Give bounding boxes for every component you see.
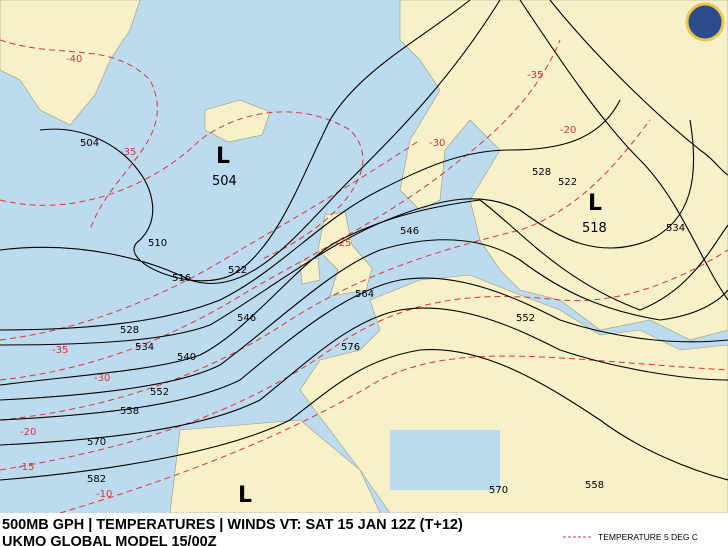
temperature-label: -15 [18, 462, 34, 473]
contour-label: 534 [135, 342, 154, 353]
low-value: 504 [212, 174, 237, 189]
contour-label: 552 [516, 313, 535, 324]
temperature-label: -20 [560, 125, 576, 136]
temperature-label: -35 [52, 345, 68, 356]
temperature-label: -30 [429, 138, 445, 149]
contour-label: 570 [87, 437, 106, 448]
contour-label: 558 [120, 406, 139, 417]
temperature-labels: -40 -35 -35 -30 -20 -15 -10 -35 -30 -20 … [18, 54, 576, 500]
map-subtitle: UKMO GLOBAL MODEL 15/00Z [2, 534, 217, 546]
contour-label: 510 [148, 238, 167, 249]
contour-label: 516 [172, 273, 191, 284]
contour-label: 546 [237, 313, 256, 324]
temperature-label: -40 [66, 54, 82, 65]
legend-label: TEMPERATURE 5 DEG C [598, 532, 698, 542]
contour-label: 504 [80, 138, 99, 149]
temperature-label: -10 [96, 489, 112, 500]
temperature-label: -35 [120, 147, 136, 158]
logo [685, 2, 725, 42]
contour-label: 546 [400, 226, 419, 237]
map-title: 500MB GPH | TEMPERATURES | WINDS VT: SAT… [2, 517, 463, 533]
contour-label: 528 [120, 325, 139, 336]
footer [0, 513, 728, 546]
lows: L 504 L 518 L [212, 144, 607, 508]
contour-label: 552 [150, 387, 169, 398]
low-label: L [216, 144, 230, 169]
temperature-label: -35 [527, 70, 543, 81]
contour-label: 570 [489, 485, 508, 496]
contour-label: 564 [355, 289, 374, 300]
contour-label: 540 [177, 352, 196, 363]
low-label: L [238, 483, 252, 508]
temperature-label: -20 [20, 427, 36, 438]
contour-label: 582 [87, 474, 106, 485]
contour-label: 534 [666, 223, 685, 234]
height-contours [0, 0, 728, 481]
contour-label: 558 [585, 480, 604, 491]
contour-labels: 504 510 516 522 528 534 540 546 552 558 … [80, 138, 685, 496]
contour-label: 522 [558, 177, 577, 188]
temperature-label: -25 [335, 238, 351, 249]
contour-label: 576 [341, 342, 360, 353]
low-label: L [588, 191, 602, 216]
temperature-label: -30 [94, 373, 110, 384]
contour-label: 522 [228, 265, 247, 276]
contour-label: 528 [532, 167, 551, 178]
mediterranean [390, 430, 500, 490]
low-value: 518 [582, 221, 607, 236]
